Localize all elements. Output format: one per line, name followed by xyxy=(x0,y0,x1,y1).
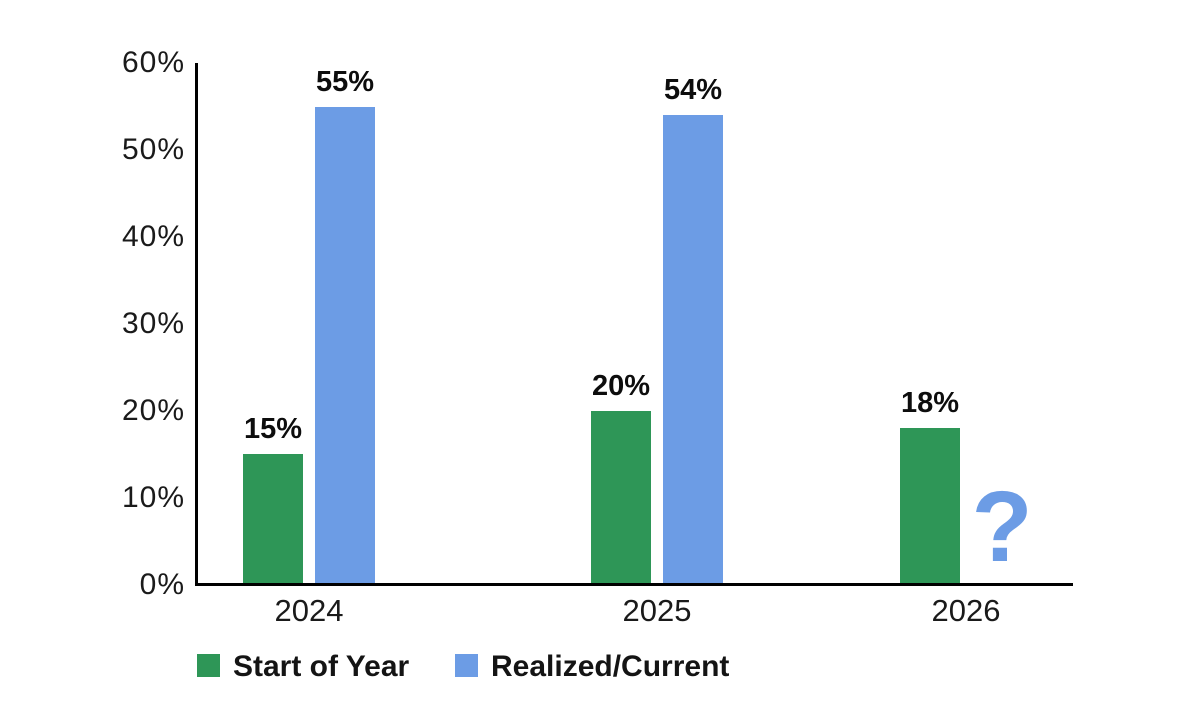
bar-realized-current-2025 xyxy=(663,115,723,585)
bar-value-label-start-of-year-2024: 15% xyxy=(243,413,303,445)
y-tick-label-20: 20% xyxy=(121,394,185,427)
y-axis-line xyxy=(195,63,198,586)
y-tick-label-50: 50% xyxy=(121,133,185,166)
legend-label-realized-current: Realized/Current xyxy=(491,650,730,683)
legend-swatch-realized-current xyxy=(455,654,478,677)
bar-start-of-year-2026 xyxy=(900,428,960,585)
y-tick-label-60: 60% xyxy=(121,46,185,79)
bar-start-of-year-2025 xyxy=(591,411,651,585)
x-tick-label-2024: 2024 xyxy=(274,593,344,628)
bar-value-label-realized-current-2024: 55% xyxy=(315,66,375,98)
x-tick-label-2025: 2025 xyxy=(622,593,692,628)
bar-value-label-start-of-year-2025: 20% xyxy=(591,370,651,402)
legend-label-start-of-year: Start of Year xyxy=(233,650,410,683)
legend-swatch-start-of-year xyxy=(197,654,220,677)
bar-realized-current-2024 xyxy=(315,107,375,585)
bar-value-label-start-of-year-2026: 18% xyxy=(900,387,960,419)
question-mark: ? xyxy=(971,471,1033,583)
bar-start-of-year-2024 xyxy=(243,454,303,585)
bar-value-label-realized-current-2025: 54% xyxy=(663,74,723,106)
y-tick-label-30: 30% xyxy=(121,307,185,340)
x-tick-label-2026: 2026 xyxy=(931,593,1001,628)
x-axis-line xyxy=(195,583,1073,586)
y-tick-label-0: 0% xyxy=(139,568,185,601)
y-tick-label-40: 40% xyxy=(121,220,185,253)
y-tick-label-10: 10% xyxy=(121,481,185,514)
